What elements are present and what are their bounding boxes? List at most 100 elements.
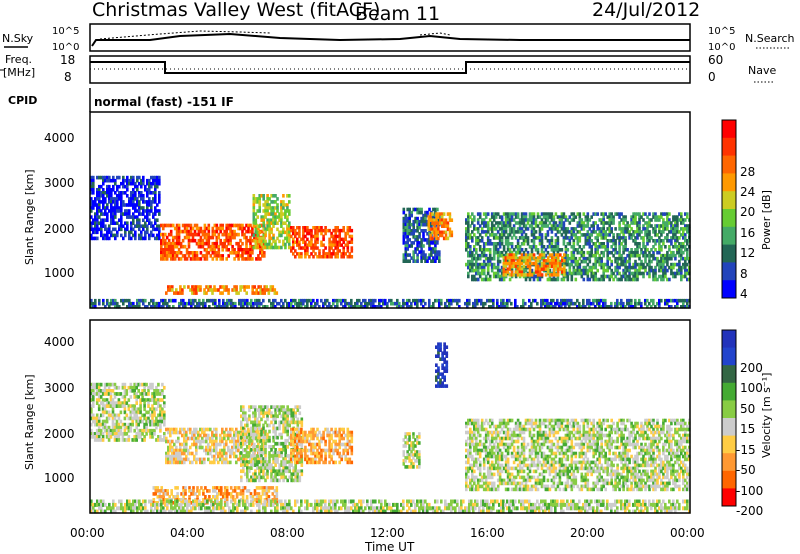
nsky-label: N.Sky	[2, 32, 34, 45]
velocity-cbar-swatch-1	[722, 347, 736, 366]
velocity-region-3	[240, 405, 304, 483]
velocity-cbar-swatch-2	[722, 365, 736, 384]
freq-trace	[90, 61, 690, 74]
velocity-cbar-frame	[721, 329, 737, 507]
velocity-region-2	[152, 486, 279, 505]
velocity-region-6	[435, 342, 449, 388]
velocity-cbar-tick-100: 100	[740, 381, 763, 395]
velocity-region-7	[465, 418, 691, 492]
power-cbar-tick-12: 12	[740, 246, 755, 260]
power-cbar-tick-28: 28	[740, 165, 755, 179]
power-cbar-swatch-3	[722, 173, 736, 192]
power-cbar-tick-24: 24	[740, 185, 755, 199]
power-cbar-swatch-7	[722, 244, 736, 263]
power-cbar-tick-16: 16	[740, 226, 755, 240]
velocity-ytick-2000: 2000	[44, 427, 75, 441]
velocity-cbar-tick-50: 50	[740, 402, 755, 416]
nsearch-tick-top: 10^5	[708, 26, 735, 37]
velocity-plot-bg	[90, 320, 690, 513]
nsearch-tick-bottom: 10^0	[708, 42, 735, 53]
power-ytick-4000: 4000	[44, 131, 75, 145]
velocity-ytick-4000: 4000	[44, 335, 75, 349]
velocity-cbar-tick-m100: -100	[736, 484, 763, 498]
power-cbar-tick-4: 4	[740, 287, 748, 301]
power-cbar-swatch-5	[722, 209, 736, 228]
power-cbar-swatch-4	[722, 191, 736, 210]
power-colorbar	[721, 119, 737, 299]
power-region-2	[165, 285, 279, 295]
beam-title: Beam 11	[355, 3, 440, 25]
velocity-cbar-tick-15: 15	[740, 422, 755, 436]
power-ytick-2000: 2000	[44, 222, 75, 236]
power-cbar-swatch-1	[722, 137, 736, 157]
power-cbar-frame	[721, 119, 737, 299]
nsearch-label: N.Search	[745, 32, 795, 45]
velocity-panel: 4000 3000 2000 1000 Slant Range [km]	[23, 319, 691, 514]
power-region-6	[427, 212, 454, 241]
velocity-cbar-swatch-0	[722, 330, 736, 349]
xtick-1200: 12:00	[370, 526, 405, 540]
power-region-3	[252, 194, 291, 250]
power-region-1	[160, 223, 266, 261]
power-frame	[89, 111, 691, 309]
velocity-colorbar-label: Velocity [m s⁻¹]	[760, 373, 773, 458]
power-panel: 4000 3000 2000 1000 Slant Range [km]	[23, 111, 691, 309]
power-ytick-1000: 1000	[44, 266, 75, 280]
velocity-cbar-swatch-3	[722, 382, 736, 401]
nsky-frame	[89, 23, 691, 52]
xtick-1600: 16:00	[470, 526, 505, 540]
velocity-cbar-swatch-5	[722, 418, 736, 437]
power-ytick-3000: 3000	[44, 176, 75, 190]
velocity-cbar-tick-m50: -50	[736, 463, 756, 477]
nsky-scatter	[99, 30, 451, 40]
power-region-8	[502, 253, 566, 277]
power-cbar-tick-20: 20	[740, 205, 755, 219]
freq-unit: [MHz]	[3, 66, 35, 79]
power-region-9	[90, 298, 691, 309]
power-cbar-tick-8: 8	[740, 267, 748, 281]
velocity-ytick-3000: 3000	[44, 381, 75, 395]
nave-tick-bottom: 0	[708, 70, 716, 84]
cpid-label: CPID	[8, 94, 37, 107]
velocity-colorbar	[721, 329, 737, 507]
station-title: Christmas Valley West (fitACF)	[92, 0, 380, 21]
nave-tick-top: 60	[708, 53, 723, 67]
velocity-cbar-tick-m200: -200	[736, 504, 763, 518]
velocity-cbar-swatch-4	[722, 400, 736, 419]
xtick-0000: 00:00	[70, 526, 105, 540]
nave-label: Nave	[748, 64, 776, 77]
power-cbar-swatch-8	[722, 262, 736, 281]
power-colorbar-label: Power [dB]	[760, 190, 773, 250]
power-cbar-swatch-6	[722, 226, 736, 246]
velocity-data	[90, 342, 691, 514]
xtick-2400: 00:00	[670, 526, 705, 540]
nsky-tick-top: 10^5	[52, 26, 79, 37]
freq-tick-bottom: 8	[64, 70, 72, 84]
velocity-ylabel: Slant Range [km]	[23, 374, 36, 470]
freq-label: Freq.	[5, 53, 32, 66]
velocity-ytick-1000: 1000	[44, 471, 75, 485]
power-region-0	[90, 175, 161, 241]
velocity-cbar-swatch-8	[722, 470, 736, 489]
velocity-cbar-tick-200: 200	[740, 361, 763, 375]
velocity-cbar-swatch-7	[722, 453, 736, 472]
freq-tick-top: 18	[60, 53, 75, 67]
velocity-region-4	[290, 427, 354, 465]
cpid-text: normal (fast) -151 IF	[94, 95, 234, 109]
velocity-cbar-swatch-6	[722, 435, 736, 454]
power-cbar-swatch-9	[722, 280, 736, 299]
velocity-region-8	[90, 499, 691, 514]
velocity-frame	[89, 319, 691, 514]
nsky-trace	[91, 32, 690, 47]
velocity-region-5	[402, 432, 421, 469]
power-data	[90, 175, 691, 309]
xtick-0400: 04:00	[170, 526, 205, 540]
power-cbar-swatch-0	[722, 120, 736, 139]
nsky-tick-bottom: 10^0	[52, 42, 79, 53]
power-ylabel: Slant Range [km]	[23, 169, 36, 265]
xtick-2000: 20:00	[570, 526, 605, 540]
date-title: 24/Jul/2012	[592, 0, 700, 21]
velocity-region-0	[90, 382, 166, 442]
power-plot-bg	[90, 112, 690, 308]
